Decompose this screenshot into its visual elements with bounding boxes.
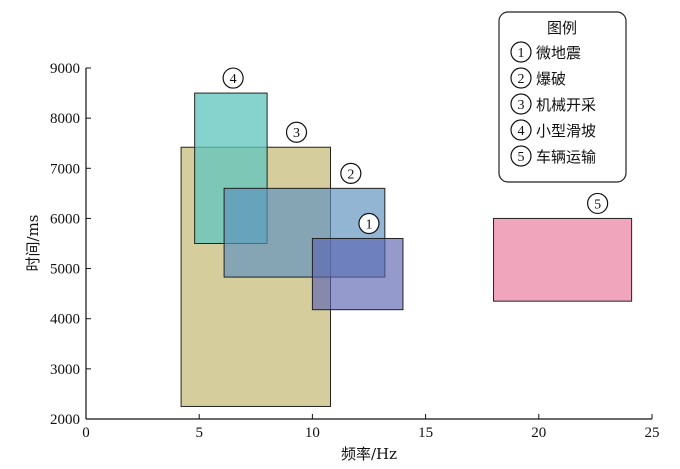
axes: 0 5 10 15 20 25200030004000500060007000800090…: [50, 61, 660, 441]
y-tick-label: 3000: [50, 362, 80, 378]
region-marker-2: 2: [340, 162, 362, 184]
legend-item-1: 1 微地震: [510, 41, 581, 63]
y-tick-label: 4000: [50, 312, 80, 328]
marker-circle: [285, 121, 308, 143]
x-tick-label: 15: [418, 425, 433, 441]
legend-marker-number: 4: [518, 124, 525, 139]
legend-item-3: 3 机械开采: [510, 93, 596, 115]
marker-number: 4: [230, 72, 237, 87]
legend-marker-number: 1: [518, 46, 525, 61]
legend-item-4: 4 小型滑坡: [510, 119, 596, 141]
legend-label: 机械开采: [536, 96, 596, 114]
y-tick-label: 5000: [50, 262, 80, 278]
legend-label: 小型滑坡: [536, 122, 596, 140]
legend-marker-number: 2: [518, 72, 525, 87]
marker-number: 5: [594, 197, 601, 212]
marker-circle: [358, 212, 380, 235]
legend-item-2: 2 爆破: [510, 67, 566, 89]
x-tick-label: 5: [195, 425, 203, 441]
region-marker-5: 5: [587, 192, 609, 215]
legend-label: 爆破: [536, 70, 566, 88]
y-tick-label: 6000: [50, 211, 80, 227]
marker-circle: [340, 162, 362, 184]
y-tick-label: 2000: [50, 412, 80, 428]
marker-circle: [587, 192, 609, 215]
legend-label: 微地震: [536, 44, 581, 62]
legend-marker-circle: [510, 145, 532, 167]
legend-marker-circle: [510, 93, 532, 115]
region-marker-3: 3: [285, 121, 308, 143]
x-axis-title: 频率/Hz: [341, 445, 397, 463]
region-1: [311, 237, 404, 311]
y-tick-label: 7000: [50, 161, 80, 177]
legend-marker-number: 5: [518, 150, 525, 165]
y-tick-label: 8000: [50, 111, 80, 127]
legend: 图例 1 微地震 2 爆破 3 机械开采 4 小型滑坡 5 车辆运输: [498, 11, 627, 183]
marker-number: 1: [365, 217, 372, 232]
regions-layer: 3 4 2 1 5: [180, 67, 633, 407]
region-5: [493, 217, 633, 302]
region-marker-1: 1: [358, 212, 380, 235]
legend-marker-circle: [510, 119, 532, 141]
x-tick-label: 20: [531, 425, 546, 441]
marker-circle: [222, 67, 244, 89]
y-tick-label: 9000: [50, 61, 80, 77]
x-tick-label: 0: [82, 425, 90, 441]
y-axis-title: 时间/ms: [24, 215, 42, 272]
legend-label: 车辆运输: [536, 148, 596, 166]
legend-item-5: 5 车辆运输: [510, 145, 596, 167]
marker-number: 2: [347, 167, 354, 182]
legend-marker-number: 3: [518, 98, 525, 113]
x-tick-label: 25: [645, 425, 660, 441]
marker-number: 3: [293, 126, 300, 141]
legend-items: 1 微地震 2 爆破 3 机械开采 4 小型滑坡 5 车辆运输: [510, 41, 596, 167]
x-tick-label: 10: [305, 425, 320, 441]
legend-marker-circle: [510, 67, 532, 89]
legend-title: 图例: [547, 19, 577, 37]
legend-marker-circle: [510, 41, 532, 63]
region-marker-4: 4: [222, 67, 244, 89]
